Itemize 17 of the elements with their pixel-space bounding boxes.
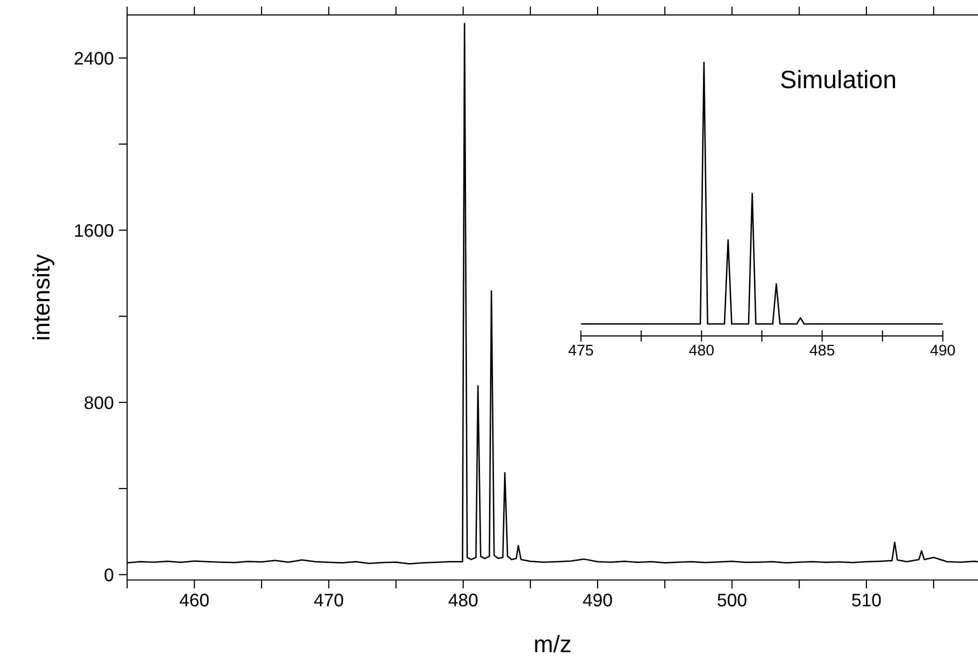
x-tick-label: 500 [718,594,746,606]
y-tick-label: 800 [84,396,114,410]
x-tick-label: 510 [852,594,881,606]
x-tick-label: 490 [930,344,955,356]
x-tick-label: 460 [180,594,209,606]
x-tick-label: 490 [582,594,612,606]
x-tick-label: 480 [448,594,478,606]
y-tick-label: 0 [104,568,114,582]
x-tick-label: 485 [810,344,834,356]
chart-title: Simulation [781,70,896,88]
y-axis-title: intensity [32,254,54,340]
y-tick-label: 1600 [75,224,114,237]
x-axis-title: m/z [535,635,570,652]
x-tick-label: 475 [568,344,594,356]
x-tick-label: 480 [689,344,714,356]
x-tick-label: 470 [314,594,344,606]
y-tick-label: 2400 [74,52,114,65]
